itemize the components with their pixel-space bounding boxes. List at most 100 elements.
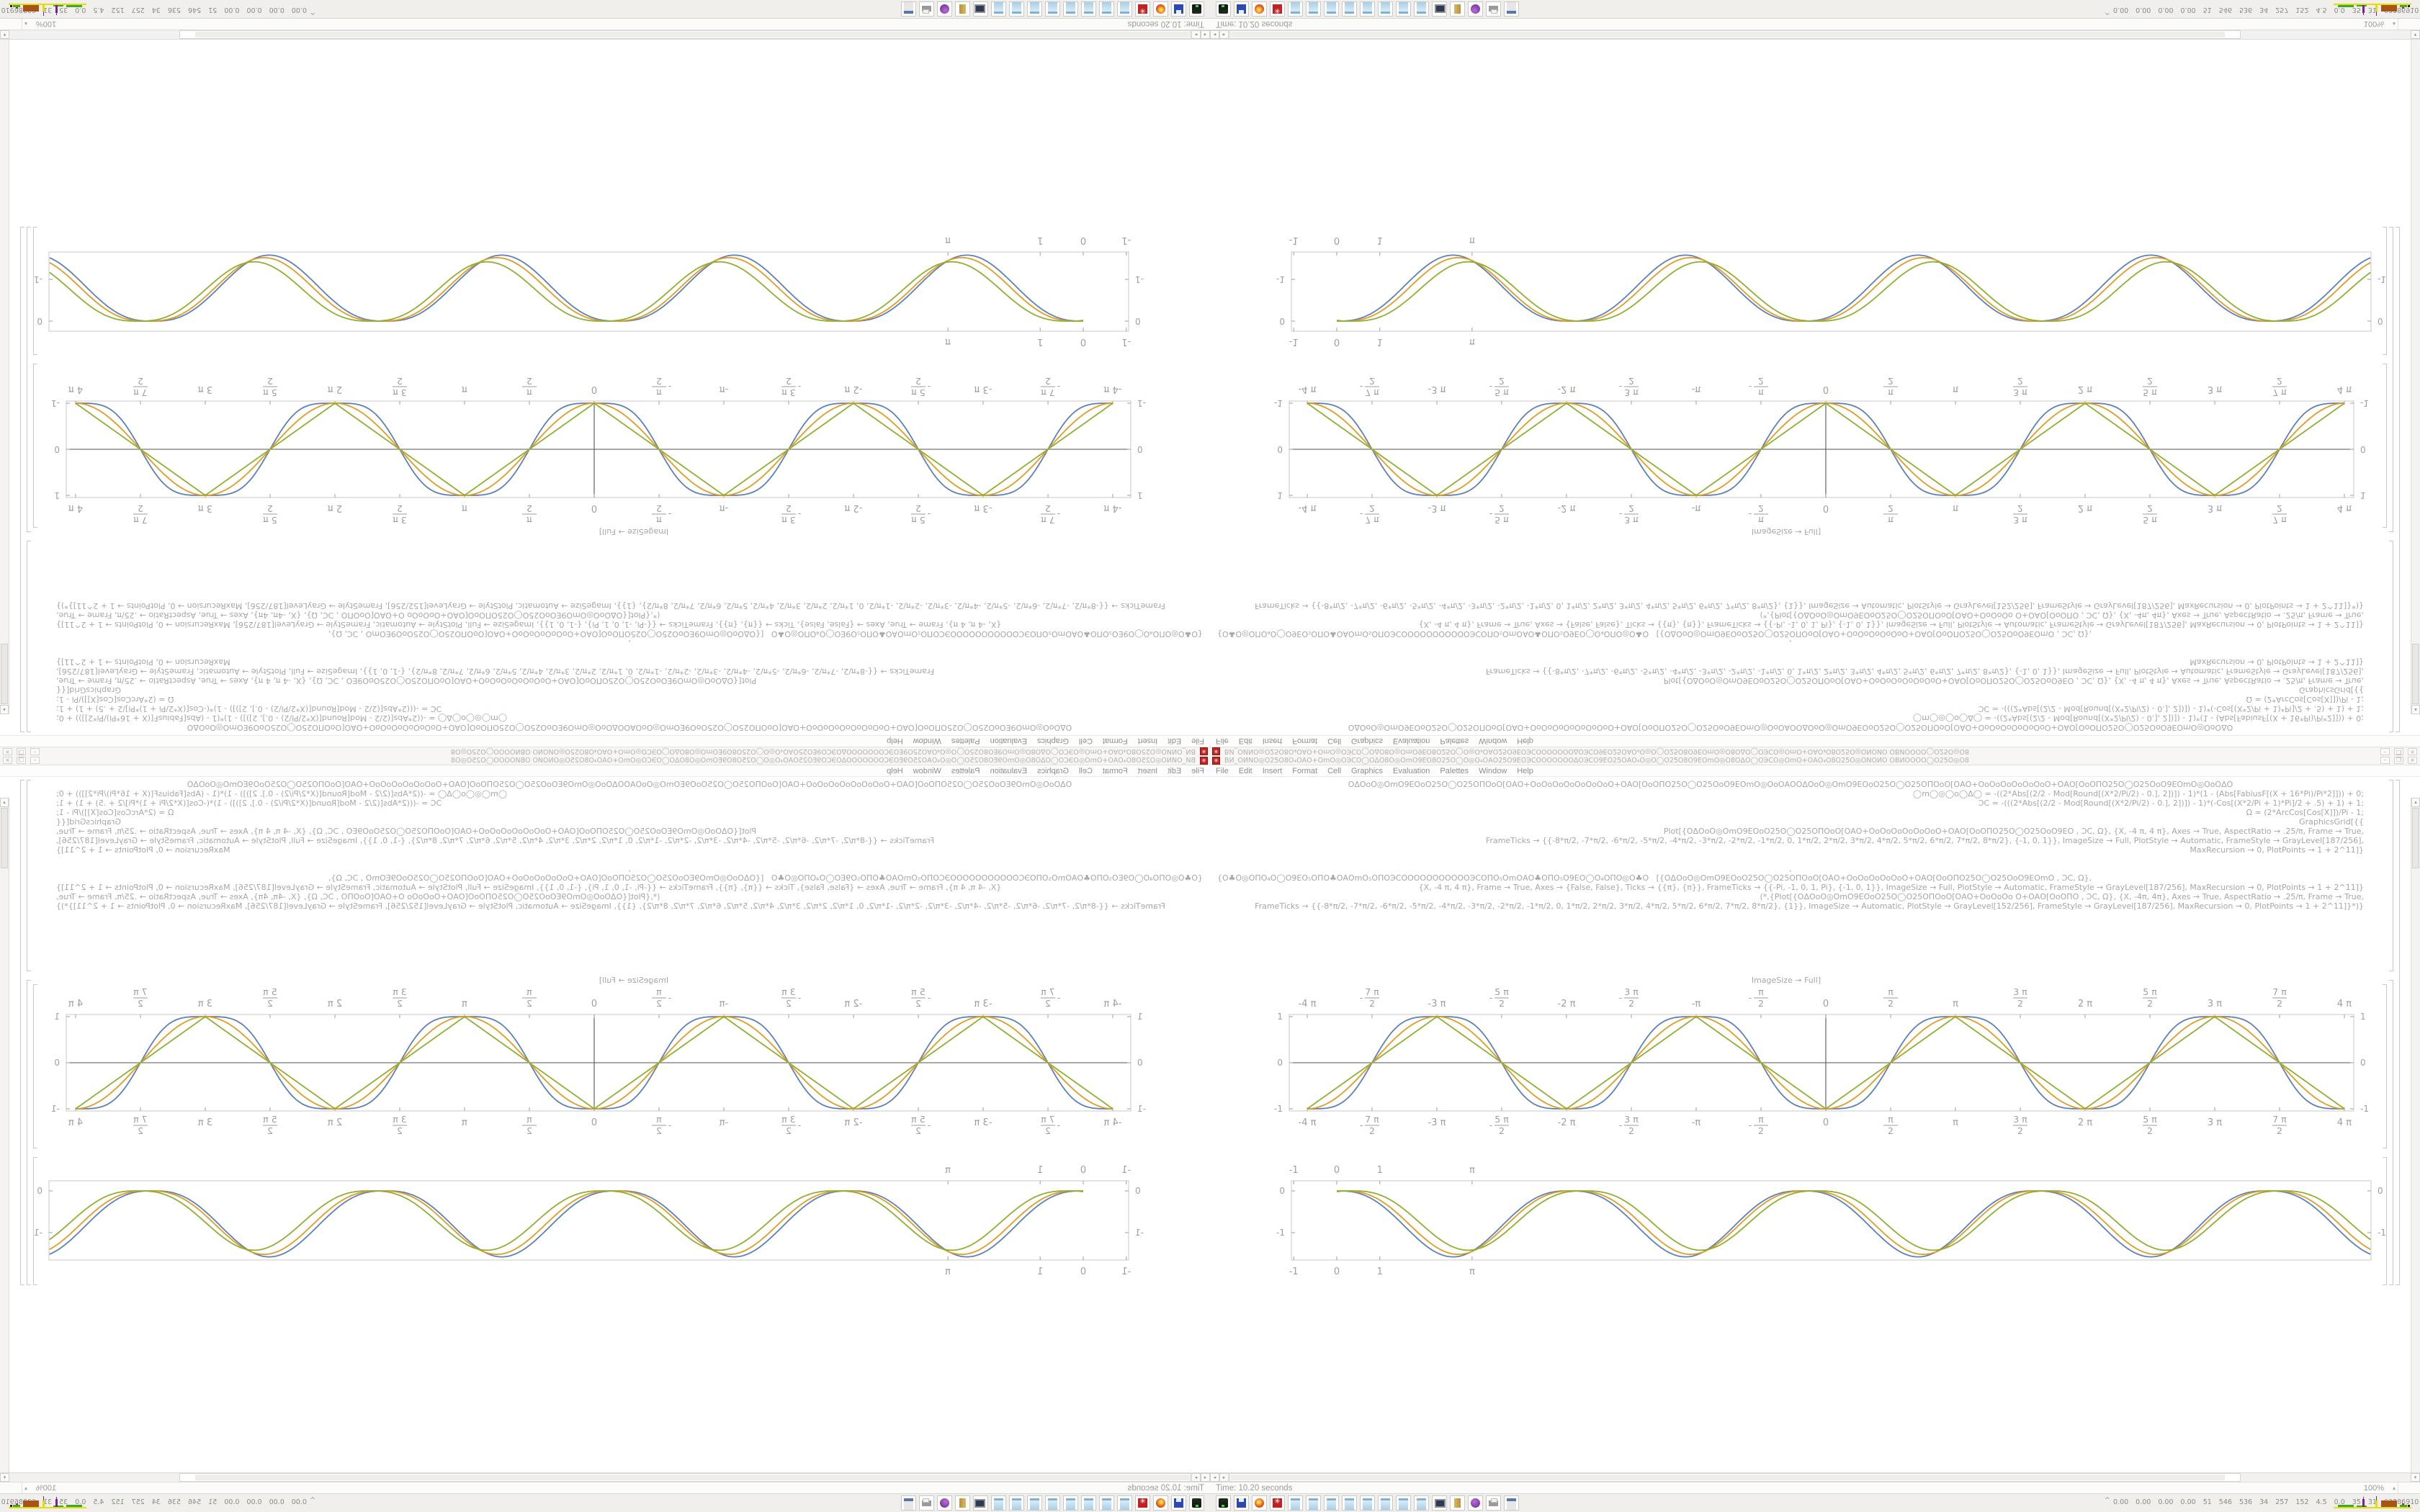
launcher-icon[interactable] <box>1216 1 1231 17</box>
cell-bracket-plots[interactable] <box>27 980 31 1285</box>
menu-item[interactable]: Help <box>1517 766 1533 775</box>
vertical-scrollbar[interactable]: ▴ ▾ <box>2411 798 2420 1472</box>
scroll-left-icon[interactable]: ◂ <box>1210 1473 1219 1482</box>
code-line[interactable]: MaxRecursion → 0, PlotPoints → 1 + 2^11]… <box>2190 845 2364 855</box>
scroll-corner-down-icon[interactable]: ▾ <box>2411 30 2420 39</box>
menu-item[interactable]: Palettes <box>951 766 980 775</box>
code-line[interactable]: ◯m◯◎◯ο◯Δ◯ = -((2*Abs[(2/2 - Mod[Round[(X… <box>1912 789 2364 798</box>
menu-item[interactable]: Format <box>1102 737 1128 746</box>
scroll-corner-down-icon[interactable]: ▾ <box>0 30 9 39</box>
code-line[interactable]: , <box>628 864 631 873</box>
code-line[interactable]: ОΔОοО◎ОmО9ЕОοО25О◯О25ОПОοО[ОАО+ОοОοОοОοО… <box>187 780 1072 789</box>
vertical-scroll-thumb[interactable] <box>2412 808 2419 868</box>
maximize-button[interactable]: ❐ <box>2394 748 2403 755</box>
cell-bracket-code[interactable] <box>27 541 31 732</box>
code-line[interactable]: FrameTicks → {{-8*π/2, -7*π/2, -6*π/2, -… <box>56 601 1165 611</box>
launcher-icon[interactable] <box>1027 1 1042 17</box>
horizontal-scrollbar[interactable]: ◂ ▸ ▾ <box>1210 30 2420 40</box>
maximize-button[interactable]: ❐ <box>17 757 26 764</box>
code-line[interactable]: ОΔОοО◎ОmО9ЕОοО25О◯О25ОПОοО[ОАО+ОοОοОοОοО… <box>1348 780 2233 789</box>
maximize-button[interactable]: ❐ <box>2394 757 2403 764</box>
launcher-icon[interactable] <box>1378 1 1393 17</box>
window-titlebar[interactable]: ✳ ВИ_ОИNО◎О25О8О₄ОАО+ОmО◎ОЭСО◯ОΔО8О◎ОmО9… <box>1210 756 2420 765</box>
scroll-left-icon[interactable]: ◂ <box>1201 1473 1210 1482</box>
launcher-icon[interactable] <box>937 1495 952 1511</box>
close-button[interactable]: × <box>3 757 12 764</box>
menu-item[interactable]: File <box>1191 737 1204 746</box>
code-block[interactable]: ОΔОοО◎ОmО9ЕОοО25О◯О25ОПОοО[ОАО+ОοОοОοОοО… <box>56 780 1203 920</box>
code-line[interactable]: ◯m◯◎◯ο◯Δ◯ = -((2*Abs[(2/2 - Mod[Round[(X… <box>1912 714 2364 723</box>
code-line[interactable]: FrameTicks → {{-8*π/2, -7*π/2, -6*π/2, -… <box>56 836 935 845</box>
launcher-icon[interactable] <box>1153 1 1168 17</box>
launcher-icon[interactable] <box>1486 1 1501 17</box>
launcher-icon[interactable] <box>919 1495 934 1511</box>
code-line[interactable]: FrameTicks → {{-8*π/2, -7*π/2, -6*π/2, -… <box>1255 601 2364 611</box>
launcher-icon[interactable] <box>1045 1 1060 17</box>
horizontal-scroll-track[interactable] <box>179 1473 1191 1482</box>
scroll-right-icon[interactable]: ▸ <box>1191 1473 1201 1482</box>
menu-item[interactable]: Insert <box>1262 766 1283 775</box>
horizontal-scroll-thumb[interactable] <box>1231 32 2225 37</box>
vertical-scrollbar[interactable]: ▴ ▾ <box>0 798 9 1472</box>
launcher-icon[interactable] <box>1360 1495 1375 1511</box>
magnification-value[interactable]: 100% <box>2363 19 2384 28</box>
menu-item[interactable]: Help <box>1517 737 1533 746</box>
launcher-icon[interactable] <box>1360 1 1375 17</box>
code-line[interactable]: ƆC = -(((2*Abs[(2/2 - Mod[Round[(X*2/Pi/… <box>56 798 442 808</box>
launcher-icon[interactable] <box>1504 1 1519 17</box>
launcher-icon[interactable] <box>1234 1 1249 17</box>
launcher-icon[interactable] <box>1216 1495 1231 1511</box>
code-line[interactable]: MaxRecursion → 0, PlotPoints → 1 + 2^11]… <box>56 845 230 855</box>
scroll-corner-down-icon[interactable]: ▾ <box>2411 1473 2420 1482</box>
minimize-button[interactable]: – <box>30 757 40 764</box>
menu-item[interactable]: File <box>1216 766 1229 775</box>
window-titlebar[interactable]: ✳ ВИ_ОИNО◎О25О8О₄ОАО+ОmО◎ОЭСО◯ОΔО8О◎ОmО9… <box>0 756 1210 765</box>
code-line[interactable]: FrameTicks → {{-8*π/2, -7*π/2, -6*π/2, -… <box>1485 667 2364 676</box>
code-line[interactable]: MaxRecursion → 0, PlotPoints → 1 + 2^11]… <box>2190 657 2364 667</box>
code-line[interactable]: GraphicsGrid[{{ <box>2299 685 2364 695</box>
launcher-icon[interactable] <box>1027 1495 1042 1511</box>
menu-item[interactable]: Graphics <box>1351 737 1384 746</box>
notebook-content[interactable]: ОΔОοО◎ОmО9ЕОοО25О◯О25ОПОοО[ОАО+ОοОοОοОοО… <box>0 777 1210 1472</box>
launcher-icon[interactable] <box>955 1495 970 1511</box>
menu-item[interactable]: Cell <box>1078 737 1093 746</box>
launcher-icon[interactable] <box>1396 1495 1411 1511</box>
menu-item[interactable]: Edit <box>1238 737 1252 746</box>
vertical-scroll-thumb[interactable] <box>1 808 8 868</box>
launcher-icon[interactable] <box>1288 1495 1303 1511</box>
launcher-icon[interactable] <box>1270 1 1285 17</box>
cell-bracket-plot1[interactable] <box>33 364 37 528</box>
code-line[interactable]: , <box>1789 864 1792 873</box>
launcher-icon[interactable] <box>1396 1 1411 17</box>
launcher-icon[interactable] <box>1486 1495 1501 1511</box>
horizontal-scroll-thumb[interactable] <box>195 32 1189 37</box>
menu-item[interactable]: Insert <box>1137 766 1158 775</box>
launcher-icon[interactable] <box>1252 1495 1267 1511</box>
launcher-icon[interactable] <box>1504 1495 1519 1511</box>
cell-bracket-outer[interactable] <box>20 227 24 732</box>
launcher-icon[interactable] <box>1342 1 1357 17</box>
code-line[interactable]: ƆC = -(((2*Abs[(2/2 - Mod[Round[(X*2/Pi/… <box>1978 798 2364 808</box>
menu-item[interactable]: Cell <box>1078 766 1093 775</box>
launcher-icon[interactable] <box>1234 1495 1249 1511</box>
code-line[interactable]: FrameTicks → {{-8*π/2, -7*π/2, -6*π/2, -… <box>1485 836 2364 845</box>
window-titlebar[interactable]: ✳ ВИ_ОИNО◎О25О8О₄ОАО+ОmО◎ОЭСО◯ОΔО8О◎ОmО9… <box>0 747 1210 756</box>
code-line[interactable]: Plot[{ОΔОοО◎ОmО9ЕОοО25О◯О25ОПОοО[ОАО+ОοО… <box>56 827 757 836</box>
launcher-icon[interactable] <box>1306 1495 1321 1511</box>
code-line[interactable] <box>56 592 1203 601</box>
launcher-icon[interactable] <box>1189 1495 1204 1511</box>
code-line[interactable]: {О♣О◎ОПО₄О◯О9ЕО₅ОПО♣ОАОmО₅ОПОЭСООООООООО… <box>1217 873 2092 883</box>
launcher-icon[interactable] <box>1189 1 1204 17</box>
menu-item[interactable]: Window <box>913 766 941 775</box>
launcher-icon[interactable] <box>1135 1495 1150 1511</box>
launcher-icon[interactable] <box>1117 1495 1132 1511</box>
code-line[interactable]: Ω = (2*ArcCos[Cos[X]])/Pi - 1; <box>2246 695 2364 704</box>
scroll-left-icon[interactable]: ◂ <box>1210 30 1219 39</box>
code-line[interactable]: Plot[{ОΔОοО◎ОmО9ЕОοО25О◯О25ОПОοО[ОАО+ОοО… <box>1663 676 2364 685</box>
menu-item[interactable]: Evaluation <box>990 737 1027 746</box>
code-line[interactable]: GraphicsGrid[{{ <box>2299 817 2364 827</box>
code-line[interactable] <box>1217 592 2364 601</box>
code-line[interactable]: (*,{Plot[{ОΔОοО◎ОmО9ЕОοО25О◯О25ОПОοО[ОАО… <box>56 611 660 620</box>
code-line[interactable]: {X, -4 π, 4 π}, Frame → True, Axes → {Fa… <box>56 883 1002 892</box>
code-line[interactable]: Plot[{ОΔОοО◎ОmО9ЕОοО25О◯О25ОПОοО[ОАО+ОοО… <box>1663 827 2364 836</box>
